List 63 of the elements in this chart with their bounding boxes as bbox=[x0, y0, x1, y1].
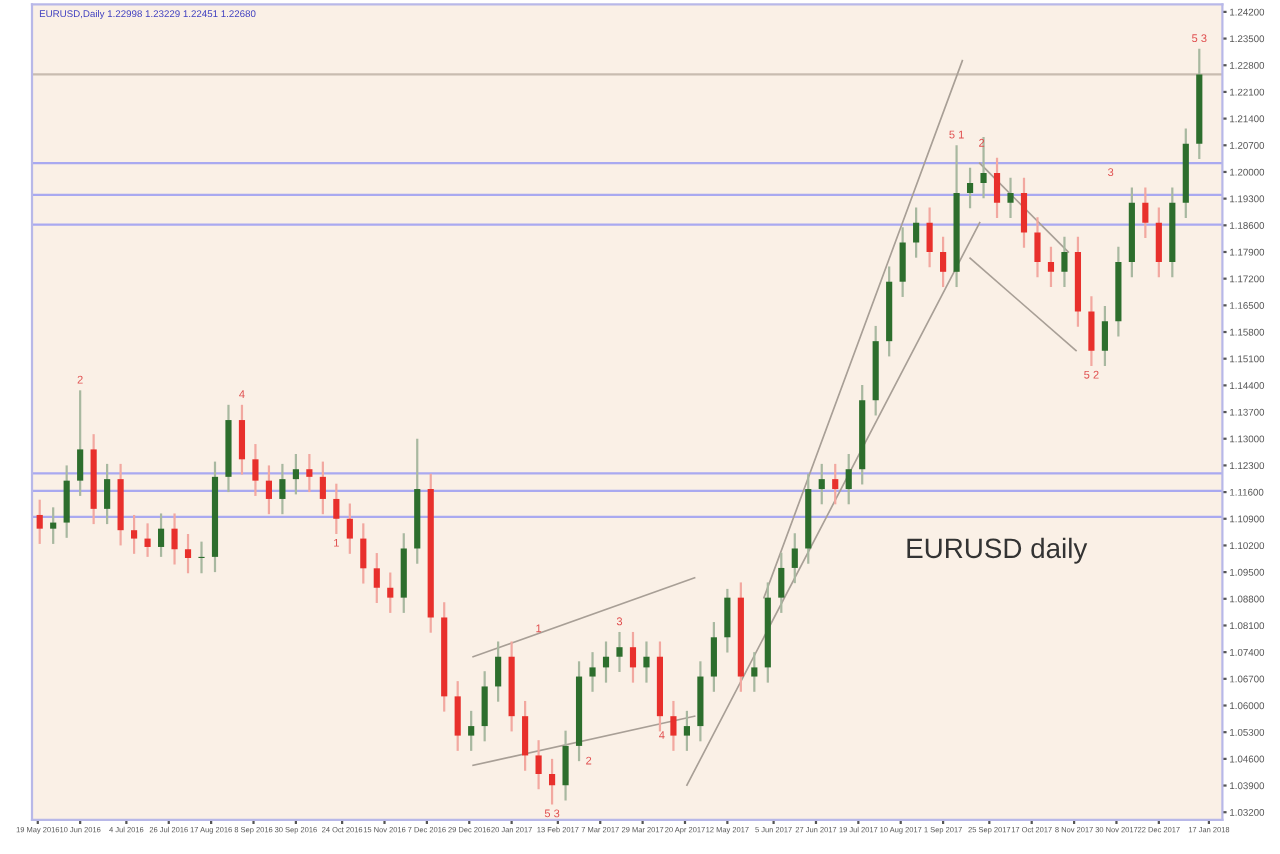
candlestick bbox=[481, 670, 488, 743]
candlestick bbox=[171, 512, 178, 566]
candlestick bbox=[724, 587, 731, 654]
candlestick bbox=[292, 452, 299, 496]
candlestick bbox=[845, 452, 852, 506]
candlestick bbox=[966, 166, 974, 210]
candlestick bbox=[616, 630, 623, 674]
candlestick bbox=[913, 206, 920, 259]
candlestick bbox=[495, 640, 502, 703]
candlestick bbox=[791, 532, 798, 585]
candlestick bbox=[468, 709, 475, 752]
candlestick bbox=[279, 462, 286, 516]
candlestick bbox=[238, 403, 246, 476]
candlestick bbox=[629, 630, 637, 684]
candlestick bbox=[387, 571, 394, 615]
candlestick bbox=[1061, 235, 1068, 289]
candlestick bbox=[522, 699, 529, 772]
candlestick bbox=[751, 651, 758, 693]
candlestick bbox=[184, 532, 192, 575]
candlestick bbox=[549, 757, 556, 806]
candlestick bbox=[818, 462, 825, 506]
candlestick bbox=[50, 506, 57, 546]
candlestick bbox=[710, 620, 717, 693]
candlestick bbox=[373, 551, 380, 605]
candlestick bbox=[1155, 206, 1162, 279]
candlestick bbox=[980, 135, 987, 200]
candlestick bbox=[832, 462, 839, 506]
candlestick bbox=[1047, 245, 1055, 289]
candlestick bbox=[926, 206, 933, 269]
candlestick bbox=[157, 512, 165, 558]
candlestick bbox=[670, 699, 677, 752]
candlestick bbox=[63, 464, 70, 539]
candlestick bbox=[1007, 176, 1014, 220]
candlestick bbox=[643, 640, 650, 684]
candlestick bbox=[1020, 176, 1028, 249]
candlestick bbox=[198, 540, 205, 575]
candlestick bbox=[1101, 305, 1108, 368]
candlestick bbox=[360, 522, 367, 585]
candlestick bbox=[454, 680, 461, 752]
candlestick bbox=[306, 452, 313, 494]
candlestick bbox=[265, 464, 273, 516]
text: EURUSD daily bbox=[907, 537, 1088, 564]
candlestick bbox=[589, 651, 596, 693]
candlestick bbox=[940, 235, 947, 289]
candlestick bbox=[535, 739, 542, 791]
candlestick bbox=[346, 502, 353, 555]
candlestick bbox=[683, 709, 690, 752]
candlestick bbox=[104, 462, 111, 526]
candlestick bbox=[333, 482, 340, 536]
candlestick bbox=[602, 640, 610, 684]
candlestick bbox=[1142, 186, 1149, 239]
candlestick bbox=[899, 226, 906, 299]
candlestick bbox=[1034, 216, 1041, 279]
candlestick bbox=[1088, 295, 1095, 368]
candlestick bbox=[36, 498, 43, 546]
candlestick bbox=[252, 442, 259, 498]
candlestick bbox=[131, 513, 138, 555]
candlestick bbox=[77, 389, 84, 498]
candlestick bbox=[319, 460, 326, 516]
candlestick bbox=[562, 729, 569, 802]
candlestick bbox=[993, 156, 1001, 220]
candlestick bbox=[144, 522, 151, 558]
candlestick bbox=[778, 551, 785, 615]
